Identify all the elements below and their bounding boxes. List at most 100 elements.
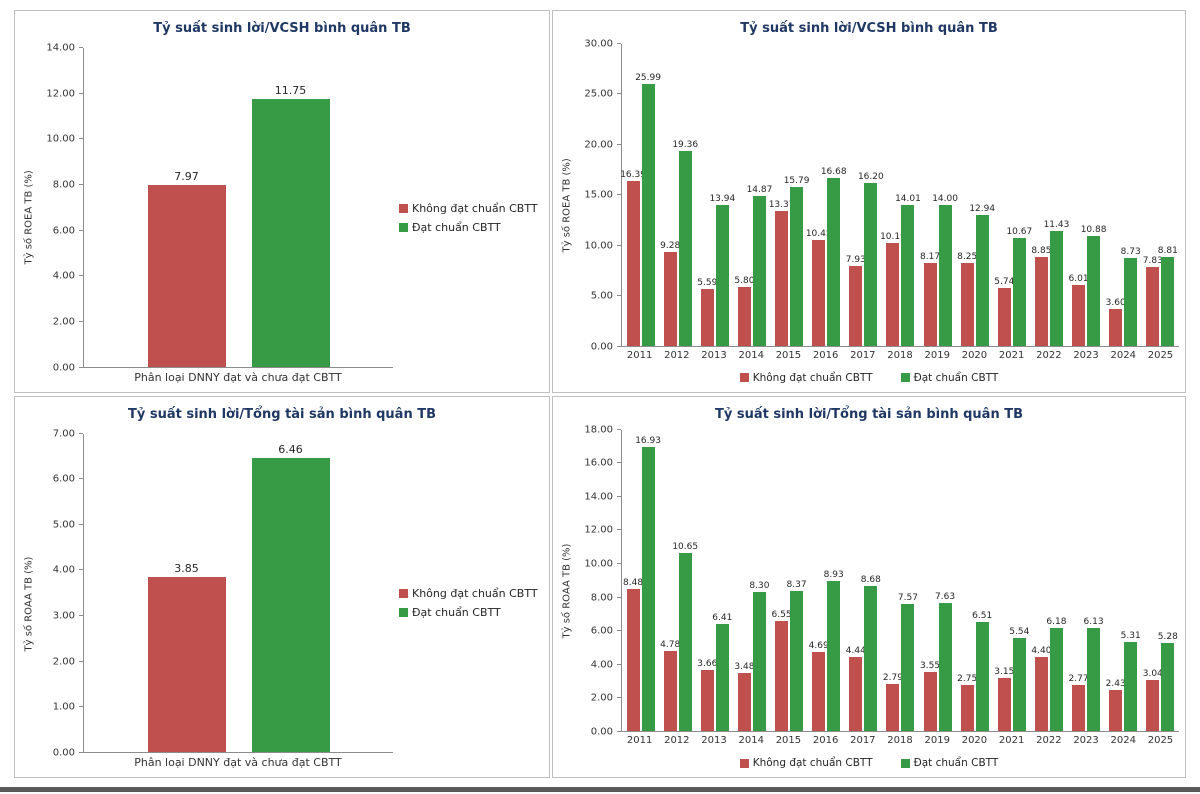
x-tick-label: 2023 <box>1073 735 1099 746</box>
legend: Không đạt chuẩn CBTT Đạt chuẩn CBTT <box>559 753 1179 773</box>
y-tick-label: 16.00 <box>584 457 613 469</box>
chart-body: Tỷ số ROEA TB (%) 0.00 2.00 4.00 6.00 8.00 10… <box>21 36 543 388</box>
bar-column: 13.37 <box>769 44 794 346</box>
bar-column: 6.41 <box>712 430 732 731</box>
bar <box>147 185 226 367</box>
bar-value-label: 3.55 <box>920 660 941 671</box>
bar-group: 8.85 11.43 <box>1031 44 1069 346</box>
legend-item-not-compliant: Không đạt chuẩn CBTT <box>399 202 543 215</box>
x-tick-label: 2016 <box>812 349 839 361</box>
legend-item-not-compliant: Không đạt chuẩn CBTT <box>399 587 543 600</box>
bar-column: 16.39 <box>620 44 646 346</box>
bar-column: 8.93 <box>824 430 844 731</box>
plot-area: 3.85 6.46 <box>83 433 393 753</box>
x-tick-label: 2019 <box>924 349 950 361</box>
bar <box>678 150 692 346</box>
bar <box>737 287 751 346</box>
bar-value-label: 8.93 <box>823 570 844 581</box>
bar-value-label: 8.85 <box>1031 245 1052 256</box>
x-tick-label: 2016 <box>812 735 839 746</box>
bar-group: 8.48 16.93 <box>623 430 661 731</box>
y-tick-mark <box>79 752 83 753</box>
bar-value-label: 19.36 <box>672 139 699 150</box>
bar-value-label: 6.13 <box>1083 617 1104 628</box>
bar-column: 6.46 <box>251 434 330 752</box>
bar <box>812 652 826 731</box>
bar-group: 4.78 10.65 <box>660 430 698 731</box>
bar-value-label: 16.68 <box>820 166 847 177</box>
bar-column: 25.99 <box>635 44 661 346</box>
y-tick-mark <box>79 615 83 617</box>
bar-column: 8.73 <box>1121 44 1141 346</box>
x-tick-label: 2012 <box>664 735 690 746</box>
y-tick-mark <box>617 143 621 145</box>
y-tick-label: 12.00 <box>46 88 75 100</box>
x-tick-label: 2020 <box>961 735 988 746</box>
x-axis-labels: Phân loại DNNY đạt và chưa đạt CBTT <box>83 371 393 384</box>
bar-group: 8.17 14.00 <box>920 44 958 346</box>
bar-column: 9.28 <box>660 44 680 346</box>
y-tick-label: 4.00 <box>52 564 75 576</box>
bar-value-label: 5.31 <box>1120 631 1141 642</box>
bar-value-label: 13.37 <box>768 200 795 211</box>
bar-column: 6.51 <box>972 430 992 731</box>
bar <box>715 205 729 346</box>
bar-column: 6.13 <box>1084 430 1104 731</box>
y-tick-mark <box>617 345 621 347</box>
bar-column: 6.18 <box>1046 430 1066 731</box>
bar-group: 6.01 10.88 <box>1069 44 1106 346</box>
legend-swatch-icon <box>399 222 408 232</box>
y-axis-title: Tỷ số ROAA TB (%) <box>23 555 35 651</box>
bar-column: 4.40 <box>1031 430 1051 731</box>
bar-column: 8.68 <box>861 430 881 731</box>
y-tick-mark <box>79 275 83 277</box>
bar <box>1012 238 1026 346</box>
bar <box>1012 638 1026 731</box>
bar-value-label: 14.01 <box>895 193 921 204</box>
bar <box>775 211 789 346</box>
bar-column: 11.75 <box>251 48 330 367</box>
bar <box>1087 628 1101 731</box>
bar-column: 2.43 <box>1106 430 1126 731</box>
chart-panel-roea-by-year: Tỷ suất sinh lời/VCSH bình quân TB Tỷ số… <box>552 10 1186 393</box>
y-tick-label: 12.00 <box>584 524 613 536</box>
y-tick-label: 7.00 <box>52 428 75 439</box>
bar-column: 5.80 <box>734 44 754 346</box>
bar-column: 8.48 <box>623 430 643 731</box>
x-tick-label: 2018 <box>887 735 913 746</box>
y-axis-ticks: 0.00 5.00 10.00 15.00 20.00 25.00 30.00 <box>575 39 621 352</box>
y-tick-label: 25.00 <box>584 88 613 100</box>
bar <box>864 182 878 346</box>
bar-group: 4.69 8.93 <box>809 430 844 731</box>
bar-value-label: 12.94 <box>969 204 996 215</box>
bar-group: 5.80 14.87 <box>734 44 772 346</box>
bar <box>1161 256 1175 346</box>
x-tick-label: 2011 <box>626 735 653 746</box>
chart-panel-roea-summary: Tỷ suất sinh lời/VCSH bình quân TB Tỷ số… <box>14 10 550 393</box>
x-tick-label: 2013 <box>701 349 727 361</box>
y-axis-title: Tỷ số ROEA TB (%) <box>561 158 573 253</box>
legend-item-compliant: Đạt chuẩn CBTT <box>399 606 543 619</box>
bar <box>700 669 714 731</box>
bar-column: 4.69 <box>809 430 829 731</box>
y-tick-label: 10.00 <box>46 133 75 145</box>
bar <box>737 672 751 731</box>
x-tick-label: 2018 <box>887 349 913 361</box>
bar-value-label: 8.68 <box>860 574 881 585</box>
y-axis-ticks: 0.00 2.00 4.00 6.00 8.00 10.00 12.00 14.00 16.00… <box>575 424 621 738</box>
y-tick-mark <box>79 320 83 322</box>
bar-value-label: 13.94 <box>709 194 736 205</box>
legend-label: Đạt chuẩn CBTT <box>412 606 501 620</box>
bar <box>752 196 766 346</box>
bottom-rule <box>0 787 1200 792</box>
bar-column: 3.66 <box>697 430 717 731</box>
y-axis-ticks: 0.00 2.00 4.00 6.00 8.00 10.00 12.00 14.00 <box>37 43 83 373</box>
bar-value-label: 5.80 <box>734 276 755 287</box>
bar-group: 2.43 5.31 <box>1106 430 1141 731</box>
bar-value-label: 5.28 <box>1157 631 1178 642</box>
bar-column: 3.48 <box>734 430 754 731</box>
bar-column: 2.77 <box>1069 430 1089 731</box>
bar <box>1146 266 1160 346</box>
y-tick-label: 14.00 <box>46 42 75 54</box>
bar-column: 19.36 <box>672 44 698 346</box>
